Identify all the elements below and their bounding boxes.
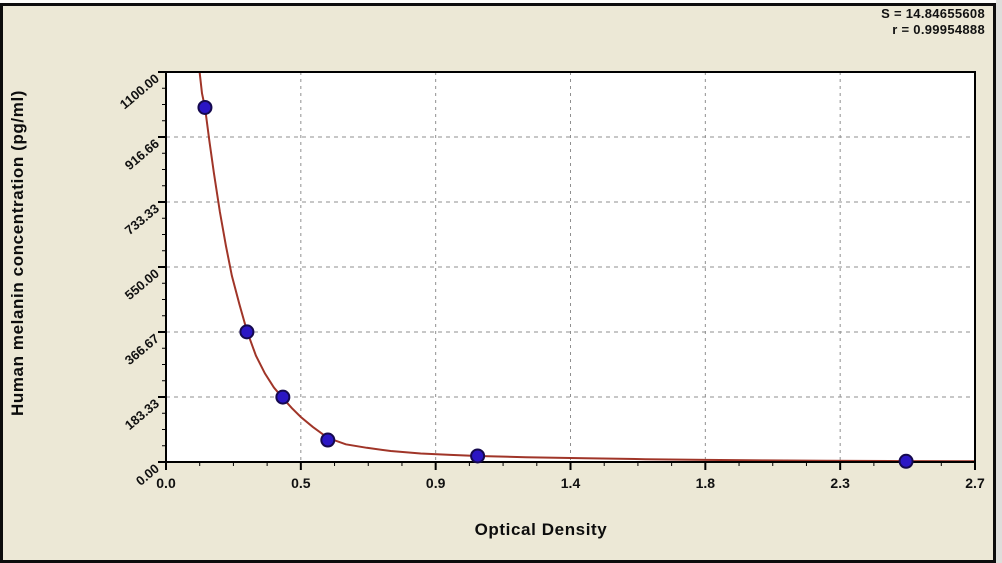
x-tick-label: 1.4 <box>561 475 581 491</box>
data-point <box>898 453 914 469</box>
window-edge-right <box>996 0 1002 563</box>
y-tick-label: 733.33 <box>122 201 162 238</box>
data-point <box>197 99 213 115</box>
y-tick-label: 550.00 <box>122 266 162 303</box>
data-point <box>470 448 486 464</box>
x-tick-label: 0.5 <box>291 475 311 491</box>
fit-stat-standard-error: S = 14.84655608 <box>881 6 985 21</box>
x-tick-label: 0.9 <box>426 475 446 491</box>
data-point <box>239 324 255 340</box>
y-tick-label: 916.66 <box>122 136 162 173</box>
y-axis-title: Human melanin concentration (pg/ml) <box>8 89 27 417</box>
y-tick-label: 183.33 <box>122 396 162 433</box>
fit-stat-correlation: r = 0.99954888 <box>892 22 985 37</box>
x-tick-label: 2.3 <box>830 475 850 491</box>
y-tick-label: 366.67 <box>122 331 162 368</box>
x-axis-title: Optical Density <box>474 520 608 539</box>
y-tick-label: 1100.00 <box>117 71 162 112</box>
data-point <box>275 389 291 405</box>
x-tick-label: 2.7 <box>965 475 985 491</box>
data-point <box>320 432 336 448</box>
x-tick-label: 1.8 <box>696 475 716 491</box>
fit-statistics: S = 14.84655608 r = 0.99954888 <box>881 6 985 38</box>
window-edge-top <box>0 0 1002 3</box>
fit-curve <box>198 72 975 463</box>
x-tick-label: 0.0 <box>156 475 176 491</box>
